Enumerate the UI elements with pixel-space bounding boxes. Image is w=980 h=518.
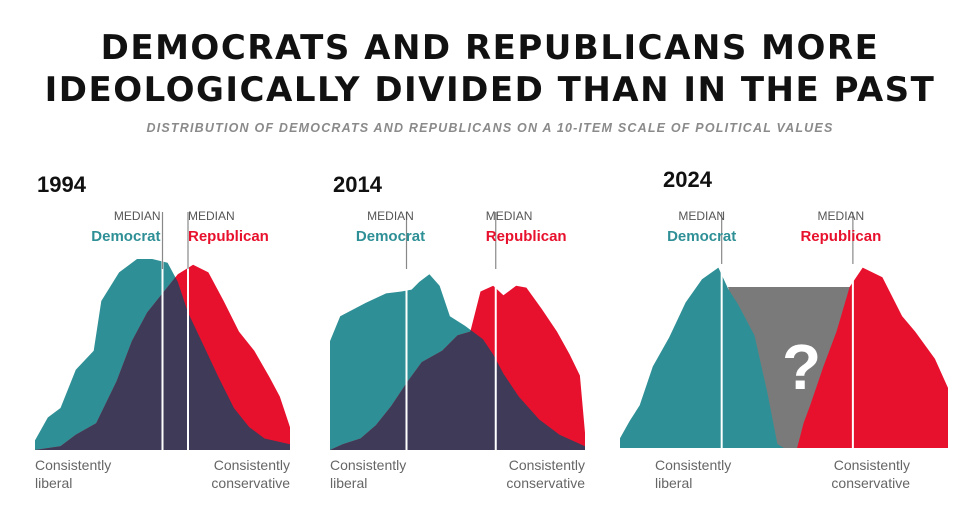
axis-right-label-line1: Consistently (834, 457, 910, 473)
chart-2024: 2024? MEDIAN Democrat MEDIAN Republican Consi… (620, 167, 948, 491)
axis-left-label-line2: liberal (330, 475, 367, 491)
median-label-republican: MEDIAN (818, 209, 865, 223)
year-label-1994: 1994 (37, 172, 87, 197)
median-label-democrat: MEDIAN (367, 209, 414, 223)
democrat-label: Democrat (667, 228, 736, 245)
median-label-democrat: MEDIAN (678, 209, 725, 223)
question-mark: ? (782, 331, 821, 403)
axis-right-label-line2: conservative (831, 475, 910, 491)
axis-right-label-line2: conservative (211, 475, 290, 491)
republican-label: Republican (800, 228, 881, 245)
median-label-republican: MEDIAN (188, 209, 235, 223)
axis-left-label-line2: liberal (35, 475, 72, 491)
chart-subtitle: DISTRIBUTION OF DEMOCRATS AND REPUBLICAN… (146, 121, 834, 135)
republican-label: Republican (188, 228, 269, 245)
democrat-distribution (620, 267, 784, 448)
democrat-label: Democrat (91, 228, 160, 245)
chart-title-line-2: IDEOLOGICALLY DIVIDED THAN IN THE PAST (44, 70, 936, 110)
axis-right-label-line2: conservative (506, 475, 585, 491)
axis-right-label-line1: Consistently (509, 457, 585, 473)
democrat-label: Democrat (356, 228, 425, 245)
axis-left-label-line1: Consistently (35, 457, 111, 473)
axis-left-label-line1: Consistently (330, 457, 406, 473)
axis-left-label-line1: Consistently (655, 457, 731, 473)
axis-left-label-line2: liberal (655, 475, 692, 491)
median-label-republican: MEDIAN (486, 209, 533, 223)
year-label-2024: 2024 (663, 167, 713, 192)
chart-2014: 2014 MEDIAN Democrat MEDIAN Republican Consis… (330, 172, 585, 491)
republican-distribution (797, 267, 948, 448)
median-label-democrat: MEDIAN (114, 209, 161, 223)
year-label-2014: 2014 (333, 172, 383, 197)
chart-title-line-1: DEMOCRATS AND REPUBLICANS MORE (100, 28, 880, 68)
republican-label: Republican (486, 228, 567, 245)
axis-right-label-line1: Consistently (214, 457, 290, 473)
chart-1994: 1994 MEDIAN Democrat MEDIAN Republican Consis… (35, 172, 290, 491)
